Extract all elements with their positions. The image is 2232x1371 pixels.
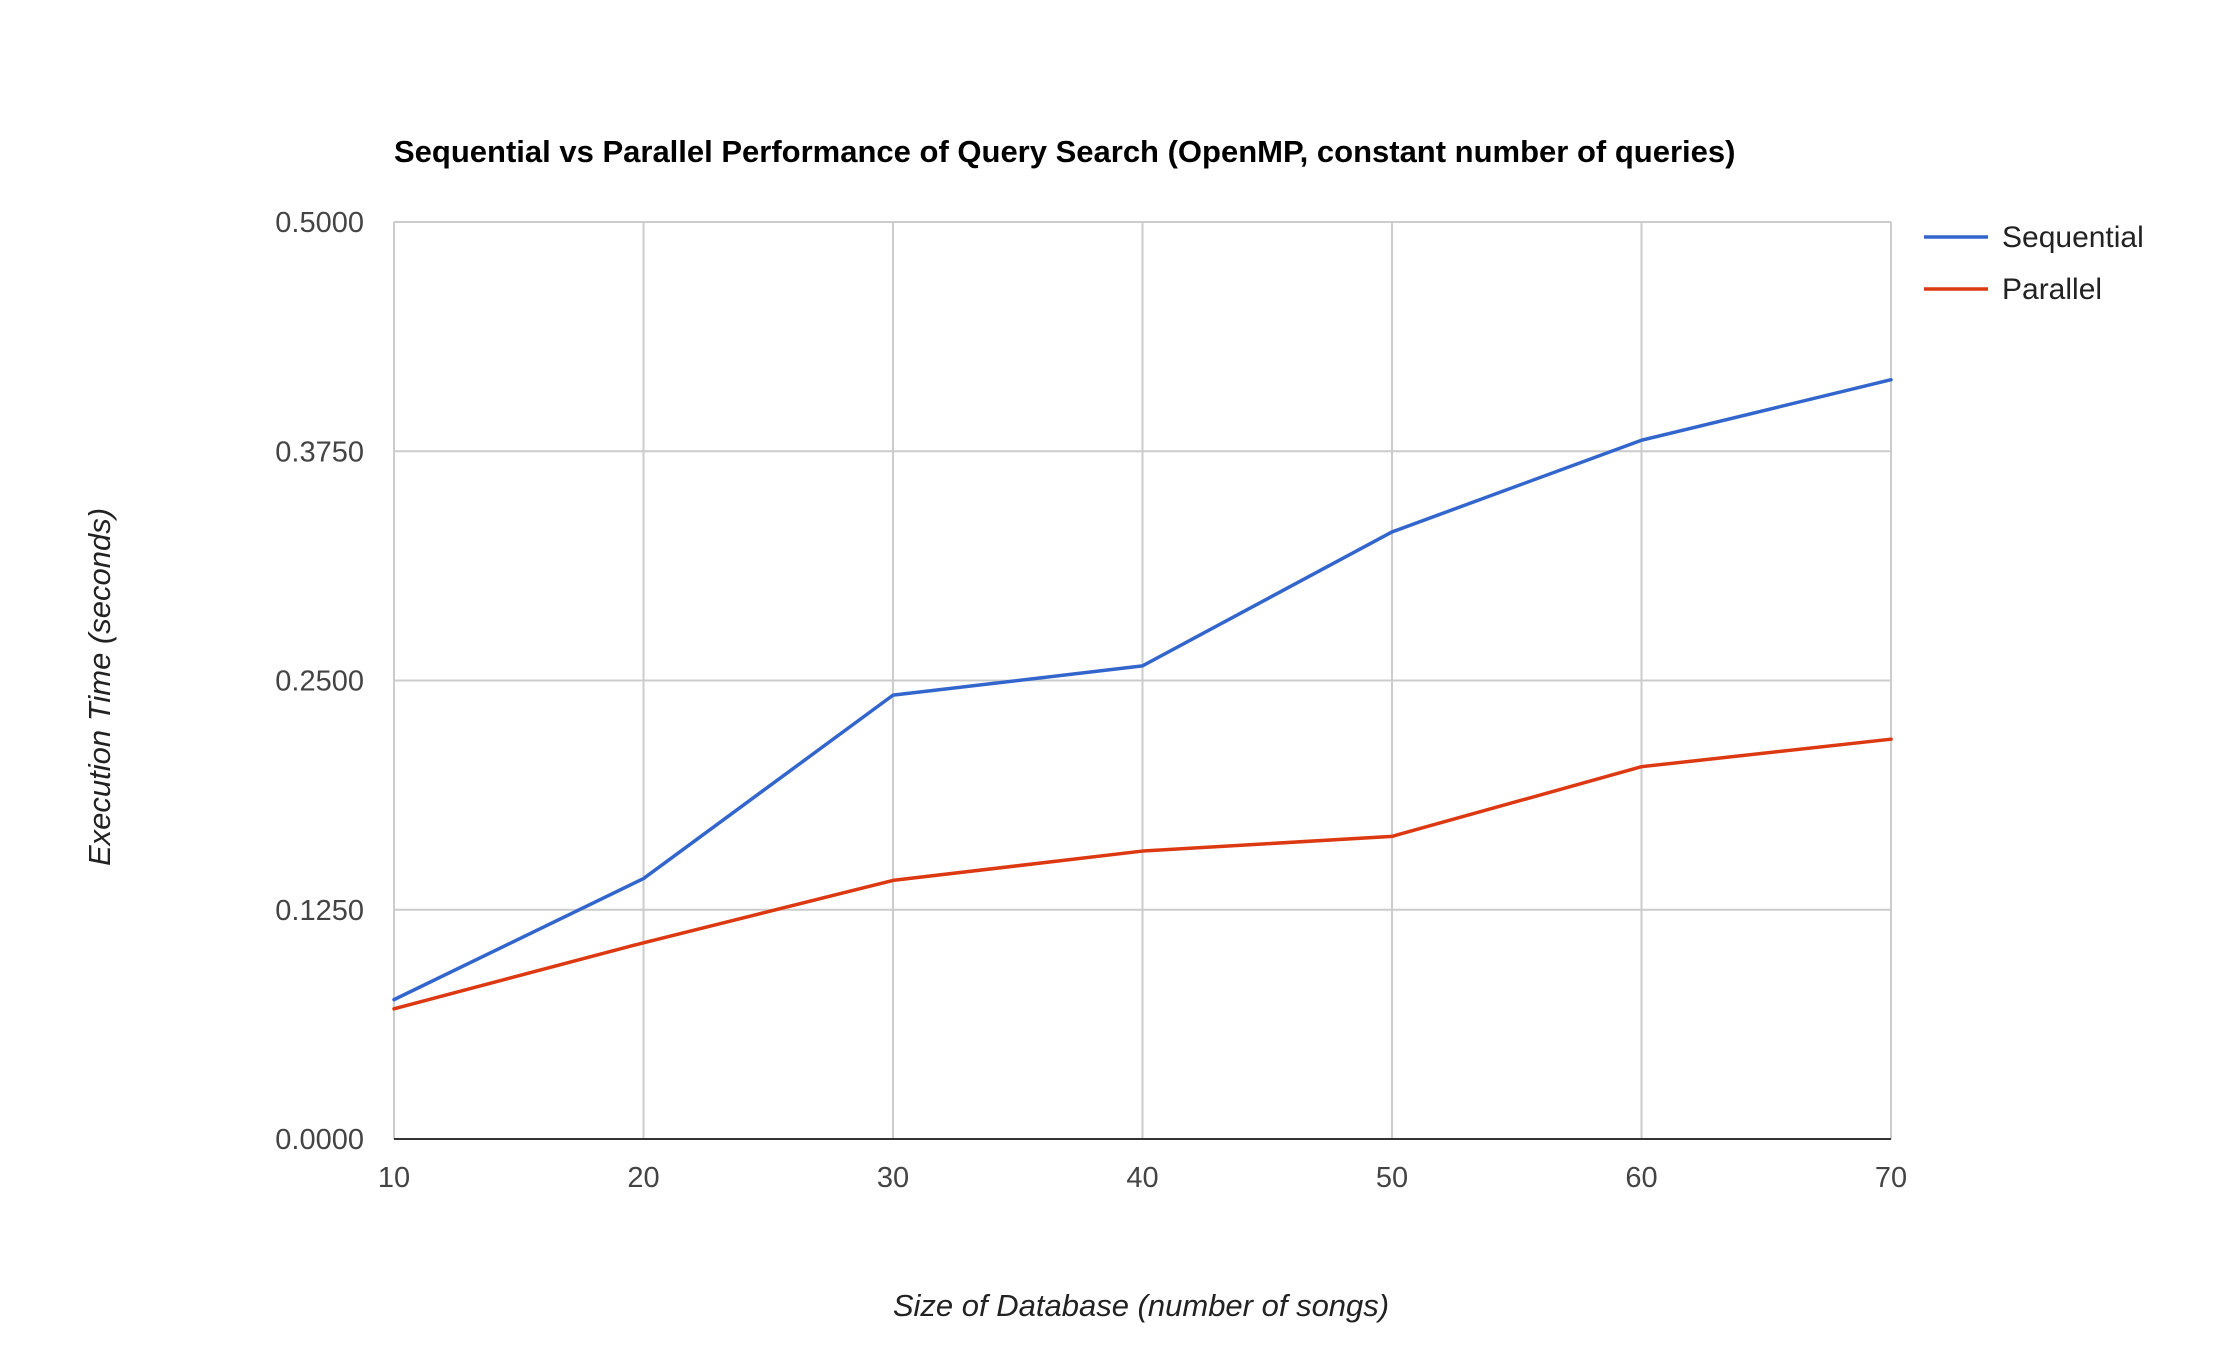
x-tick-label: 60 — [1625, 1162, 1657, 1194]
x-tick-label: 70 — [1875, 1162, 1907, 1194]
legend: Sequential Parallel — [1924, 221, 2144, 306]
axis-layer: 10 20 30 40 50 60 70 0.0000 0.1250 0.2500 0.3750 0.… — [275, 207, 1907, 1194]
x-tick-label: 40 — [1126, 1162, 1158, 1194]
y-tick-label: 0.2500 — [275, 666, 364, 698]
y-tick-label: 0.0000 — [275, 1124, 364, 1156]
x-tick-label: 50 — [1376, 1162, 1408, 1194]
y-tick-label: 0.1250 — [275, 895, 364, 927]
series-line-parallel — [392, 737, 1893, 1011]
chart-title: Sequential vs Parallel Performance of Qu… — [394, 134, 1735, 169]
y-tick-label: 0.3750 — [275, 436, 364, 468]
legend-label-parallel: Parallel — [2002, 273, 2102, 306]
x-tick-label: 30 — [877, 1162, 909, 1194]
x-tick-label: 20 — [627, 1162, 659, 1194]
legend-label-sequential: Sequential — [2002, 221, 2144, 254]
y-tick-label: 0.5000 — [275, 207, 364, 239]
series-line-sequential — [392, 377, 1893, 1002]
x-axis-title: Size of Database (number of songs) — [893, 1288, 1389, 1323]
y-axis-title: Execution Time (seconds) — [82, 508, 117, 866]
x-tick-label: 10 — [378, 1162, 410, 1194]
series-layer — [392, 377, 1893, 1011]
grid-layer — [393, 221, 1892, 1139]
